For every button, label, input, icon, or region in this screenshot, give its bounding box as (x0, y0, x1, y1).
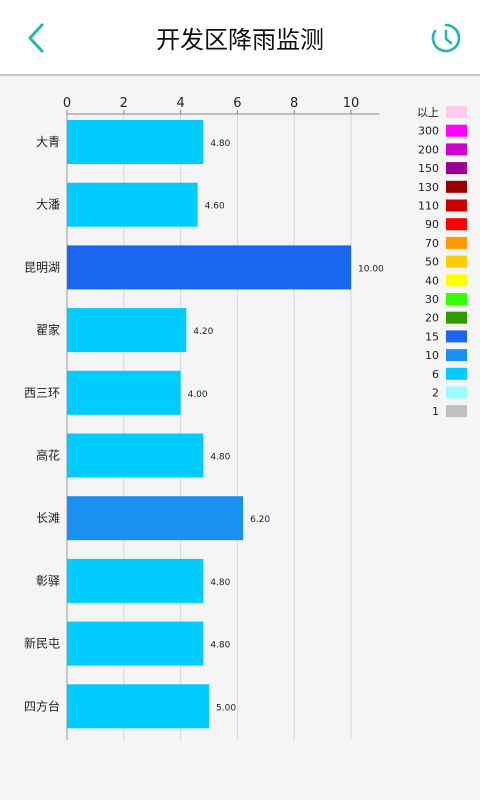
x-tick-label: 4 (176, 96, 184, 111)
x-tick-label: 8 (290, 96, 298, 111)
legend-swatch (446, 236, 467, 249)
rainfall-chart: 0 2 4 6 8 10 大青 4.80 大潘 4.60 昆明湖 10.00 翟家 4.20 西三环 4.00… (24, 96, 467, 740)
category-label: 长滩 (36, 511, 60, 525)
category-label: 大潘 (36, 198, 60, 212)
history-button[interactable] (428, 20, 464, 56)
legend-swatch (446, 405, 467, 418)
legend-swatch (446, 199, 467, 212)
legend-swatch (446, 143, 467, 156)
history-clock-icon (431, 23, 461, 53)
x-tick-label: 2 (120, 96, 128, 111)
value-label: 4.20 (193, 327, 213, 337)
bar (67, 496, 244, 541)
back-button[interactable] (18, 18, 54, 58)
bar (67, 182, 198, 227)
app-header: 开发区降雨监测 (0, 0, 480, 76)
legend-swatch (446, 180, 467, 193)
value-label: 4.60 (205, 202, 225, 212)
value-label: 6.20 (250, 515, 270, 525)
legend-label: 15 (425, 330, 439, 343)
legend-swatch (446, 293, 467, 305)
category-label: 昆明湖 (24, 259, 60, 274)
legend-label: 40 (425, 274, 439, 287)
legend-label: 90 (425, 218, 439, 231)
value-label: 4.00 (188, 390, 208, 400)
bar (67, 433, 204, 478)
bar (67, 370, 181, 415)
legend-label: 150 (418, 162, 439, 175)
value-label: 10.00 (358, 264, 384, 274)
x-tick-label: 10 (343, 96, 360, 111)
value-label: 4.80 (210, 139, 230, 149)
value-label: 4.80 (210, 453, 230, 463)
bar (67, 558, 204, 603)
legend-label: 50 (425, 256, 439, 269)
bar (67, 621, 204, 666)
legend-swatch (446, 349, 467, 362)
legend-label: 2 (432, 387, 439, 400)
value-label: 5.00 (216, 703, 236, 713)
legend-swatch (446, 106, 467, 118)
legend-label: 30 (425, 293, 439, 306)
category-label: 西三环 (24, 386, 60, 400)
back-chevron-icon (28, 23, 44, 53)
category-label: 高花 (36, 448, 60, 463)
legend-label: 300 (418, 125, 439, 138)
legend-label: 1 (432, 405, 439, 418)
legend-label: 6 (432, 368, 439, 381)
legend-swatch (446, 124, 467, 137)
legend-swatch (446, 330, 467, 343)
x-tick-label: 6 (233, 96, 241, 111)
legend-swatch (446, 255, 467, 268)
bar (67, 120, 204, 164)
legend-label: 110 (418, 200, 439, 213)
x-tick-label: 0 (63, 96, 71, 111)
category-label: 新民屯 (24, 636, 60, 651)
legend-swatch (446, 218, 467, 231)
bar (67, 308, 187, 353)
value-label: 4.80 (210, 578, 230, 588)
legend-label: 70 (425, 237, 439, 250)
legend-swatch (446, 274, 467, 287)
bar (67, 245, 351, 290)
legend-label: 200 (418, 143, 439, 156)
legend-label: 以上 (417, 106, 439, 119)
category-label: 大青 (36, 135, 60, 149)
legend-swatch (446, 311, 467, 324)
page-title: 开发区降雨监测 (156, 26, 324, 54)
legend-label: 20 (425, 312, 439, 325)
legend-swatch (446, 162, 467, 175)
legend-label: 130 (418, 181, 439, 194)
value-label: 4.80 (210, 641, 230, 651)
legend-swatch (446, 367, 467, 380)
category-label: 翟家 (36, 322, 60, 337)
category-label: 彰驿 (36, 573, 60, 588)
category-label: 四方台 (24, 698, 60, 713)
bar (67, 684, 209, 729)
legend-swatch (446, 386, 467, 399)
legend-label: 10 (425, 349, 439, 362)
